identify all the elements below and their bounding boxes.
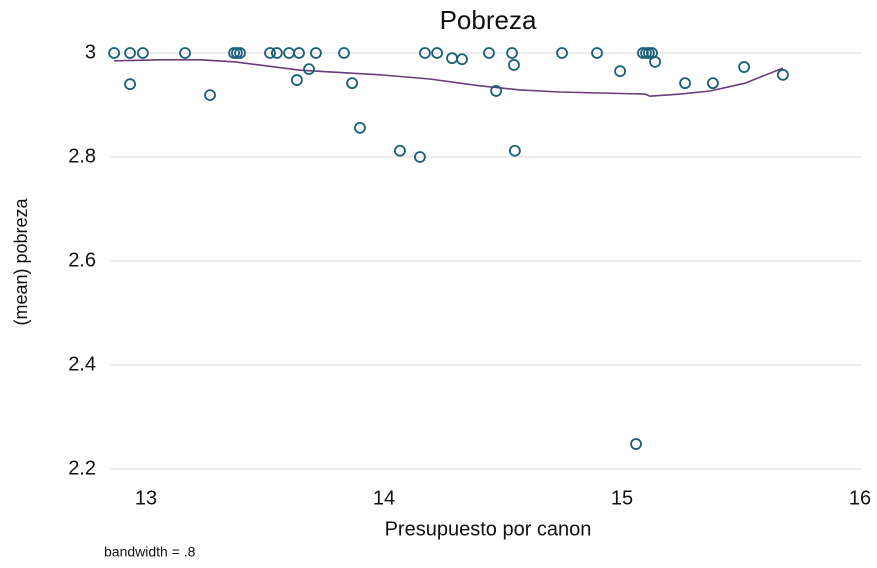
point	[124, 47, 136, 59]
point	[124, 78, 136, 91]
note: bandwidth = .8	[104, 544, 196, 560]
point	[707, 77, 719, 90]
fit-line	[114, 59, 784, 98]
y-tick-label: 2.8	[68, 145, 96, 167]
x-tick-label: 15	[611, 487, 633, 509]
y-tick-label: 2.4	[68, 353, 96, 375]
point	[591, 47, 603, 59]
point	[649, 55, 661, 68]
point	[509, 144, 521, 157]
y-tick-label: 2.6	[68, 249, 96, 271]
point	[204, 89, 216, 102]
point	[354, 121, 366, 134]
x-tick-label: 16	[849, 487, 871, 509]
point	[414, 151, 426, 163]
point	[508, 59, 520, 71]
x-tick-label: 13	[135, 487, 157, 509]
chart-title: Pobreza	[440, 5, 537, 35]
point	[776, 68, 789, 81]
point	[483, 47, 495, 59]
point	[556, 47, 568, 59]
point	[394, 144, 406, 157]
point	[270, 47, 283, 59]
point	[446, 52, 458, 65]
point	[303, 63, 315, 76]
point	[490, 85, 502, 97]
point	[310, 47, 322, 59]
point	[234, 47, 246, 59]
y-axis-label: (mean) pobreza	[11, 197, 31, 325]
point	[456, 53, 468, 66]
x-tick-label: 14	[373, 487, 395, 509]
point	[293, 47, 305, 59]
point	[264, 47, 276, 59]
point	[108, 47, 121, 59]
point	[431, 47, 443, 59]
point	[137, 47, 149, 59]
point	[738, 61, 750, 73]
y-tick-label: 3	[85, 41, 96, 63]
point	[419, 47, 431, 59]
point	[338, 47, 350, 59]
point	[679, 77, 691, 90]
point	[179, 47, 191, 59]
point	[506, 47, 518, 59]
point	[630, 438, 642, 450]
point	[614, 65, 626, 78]
point	[346, 77, 359, 90]
point	[290, 74, 303, 86]
x-axis-label: Presupuesto por canon	[385, 518, 592, 540]
y-tick-label: 2.2	[68, 457, 96, 479]
